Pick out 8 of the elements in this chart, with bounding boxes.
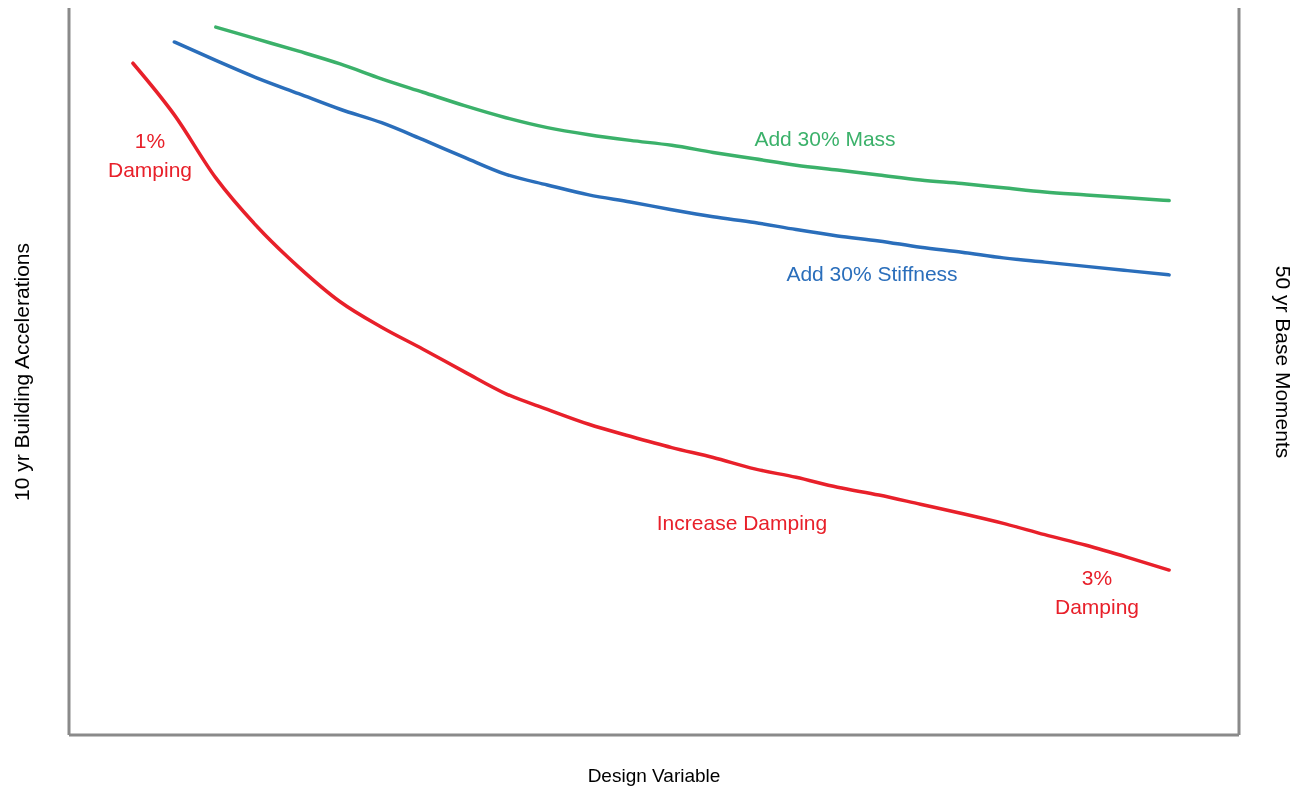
- series-label: Increase Damping: [656, 509, 828, 536]
- y2-axis-title: 50 yr Base Moments: [1271, 265, 1295, 459]
- series-label: Add 30% Mass: [754, 125, 896, 152]
- annotation: 3% Damping: [1054, 565, 1140, 620]
- annotation: 1% Damping: [107, 128, 193, 183]
- series-label: Add 30% Stiffness: [786, 260, 958, 287]
- y-axis-title: 10 yr Building Accelerations: [10, 243, 34, 501]
- x-axis-title: Design Variable: [587, 765, 721, 787]
